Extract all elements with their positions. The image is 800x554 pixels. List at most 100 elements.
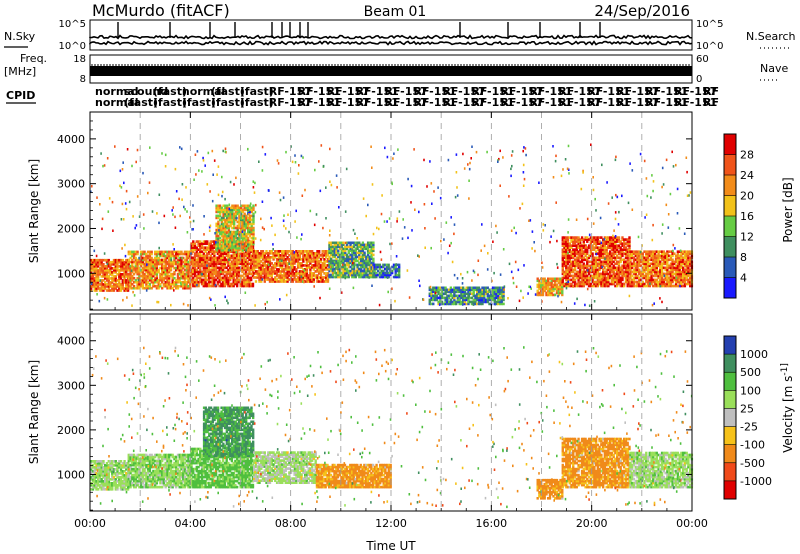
power-echo-cell xyxy=(638,282,641,286)
power-echo-cell xyxy=(442,288,446,292)
power-echo-cell xyxy=(602,262,605,266)
power-echo-cell xyxy=(387,273,390,277)
power-echo-cell xyxy=(143,276,146,280)
power-echo-cell xyxy=(236,238,239,242)
power-echo-cell xyxy=(231,222,234,226)
power-echo-cell xyxy=(502,298,505,302)
power-echo-cell xyxy=(319,258,323,261)
power-echo-cell xyxy=(307,260,310,263)
power-echo-cell xyxy=(229,230,232,234)
power-echo-cell xyxy=(648,254,651,258)
power-echo-cell xyxy=(655,270,658,274)
power-echo-cell xyxy=(632,268,636,272)
power-echo-cell xyxy=(575,236,578,239)
power-echo-cell xyxy=(338,275,342,279)
power-echo-cell xyxy=(302,272,305,275)
power-echo-cell xyxy=(261,258,265,261)
power-echo-cell xyxy=(227,262,230,266)
power-echo-cell xyxy=(218,230,222,234)
power-echo-cell xyxy=(648,278,651,282)
power-echo-cell xyxy=(102,263,105,266)
power-echo-cell xyxy=(439,298,442,302)
power-echo-cell xyxy=(577,246,580,250)
power-echo-cell xyxy=(660,254,664,258)
power-echo-cell xyxy=(565,274,568,278)
power-echo-cell xyxy=(272,264,275,267)
power-echo-cell xyxy=(162,276,166,280)
power-echo-cell xyxy=(311,276,314,279)
power-echo-cell xyxy=(109,260,112,264)
power-echo-cell xyxy=(307,250,310,253)
power-echo-cell xyxy=(614,240,617,243)
power-echo-cell xyxy=(666,260,669,264)
power-echo-cell xyxy=(598,254,601,258)
power-echo-cell xyxy=(609,244,612,248)
power-echo-cell xyxy=(326,278,330,281)
power-echo-cell xyxy=(619,252,622,256)
power-echo-cell xyxy=(166,260,169,264)
power-echo-cell xyxy=(220,240,224,244)
power-echo-cell xyxy=(673,252,676,256)
power-echo-cell xyxy=(566,262,570,266)
power-echo-cell xyxy=(189,270,192,274)
power-echo-cell xyxy=(582,242,585,246)
power-echo-cell xyxy=(232,268,235,272)
power-echo-cell xyxy=(162,252,166,256)
power-echo-cell xyxy=(358,275,361,279)
power-echo-cell xyxy=(372,249,375,253)
power-echo-cell xyxy=(660,282,664,286)
power-echo-cell xyxy=(150,250,153,254)
power-echo-cell xyxy=(340,275,343,279)
power-echo-cell xyxy=(207,272,211,276)
power-echo-cell xyxy=(477,300,481,304)
power-echo-cell xyxy=(631,250,634,254)
power-echo-cell xyxy=(366,245,370,249)
power-echo-cell xyxy=(589,236,593,239)
power-echo-cell xyxy=(193,244,197,248)
power-echo-cell xyxy=(338,267,342,271)
power-echo-cell xyxy=(157,256,160,260)
power-echo-cell xyxy=(632,270,636,274)
power-echo-cell xyxy=(358,263,361,267)
power-echo-cell xyxy=(545,293,548,297)
power-echo-cell xyxy=(263,260,266,263)
power-echo-cell xyxy=(311,278,314,281)
power-echo-cell xyxy=(254,260,258,263)
power-echo-cell xyxy=(234,270,237,274)
power-echo-cell xyxy=(437,288,440,292)
power-echo-cell xyxy=(372,273,375,277)
power-echo-cell xyxy=(584,250,587,254)
power-echo-cell xyxy=(491,292,495,296)
power-echo-cell xyxy=(100,285,103,288)
power-echo-cell xyxy=(180,276,183,280)
power-echo-cell xyxy=(607,256,610,260)
power-echo-cell xyxy=(325,280,328,283)
power-echo-cell xyxy=(145,280,148,284)
power-echo-cell xyxy=(222,204,225,208)
power-echo-cell xyxy=(152,266,155,270)
power-echo-cell xyxy=(291,266,295,269)
power-echo-cell xyxy=(565,258,568,262)
power-echo-cell xyxy=(363,243,366,247)
power-echo-cell xyxy=(580,256,584,260)
power-echo-cell xyxy=(616,266,619,270)
power-echo-cell xyxy=(481,294,484,298)
power-echo-cell xyxy=(190,268,193,272)
power-echo-cell xyxy=(295,268,298,271)
power-echo-cell xyxy=(655,262,658,266)
power-echo-cell xyxy=(293,262,296,265)
power-echo-cell xyxy=(577,274,580,278)
power-echo-cell xyxy=(155,286,159,290)
power-echo-cell xyxy=(222,244,225,248)
power-echo-cell xyxy=(548,293,552,297)
power-echo-cell xyxy=(134,278,137,282)
power-echo-cell xyxy=(112,263,116,266)
power-echo-cell xyxy=(221,282,225,286)
power-echo-cell xyxy=(209,256,212,260)
power-echo-cell xyxy=(258,272,261,275)
power-echo-cell xyxy=(289,252,293,255)
power-echo-cell xyxy=(639,284,643,288)
power-echo-cell xyxy=(236,282,239,286)
power-echo-cell xyxy=(211,264,214,268)
power-echo-cell xyxy=(114,260,117,264)
